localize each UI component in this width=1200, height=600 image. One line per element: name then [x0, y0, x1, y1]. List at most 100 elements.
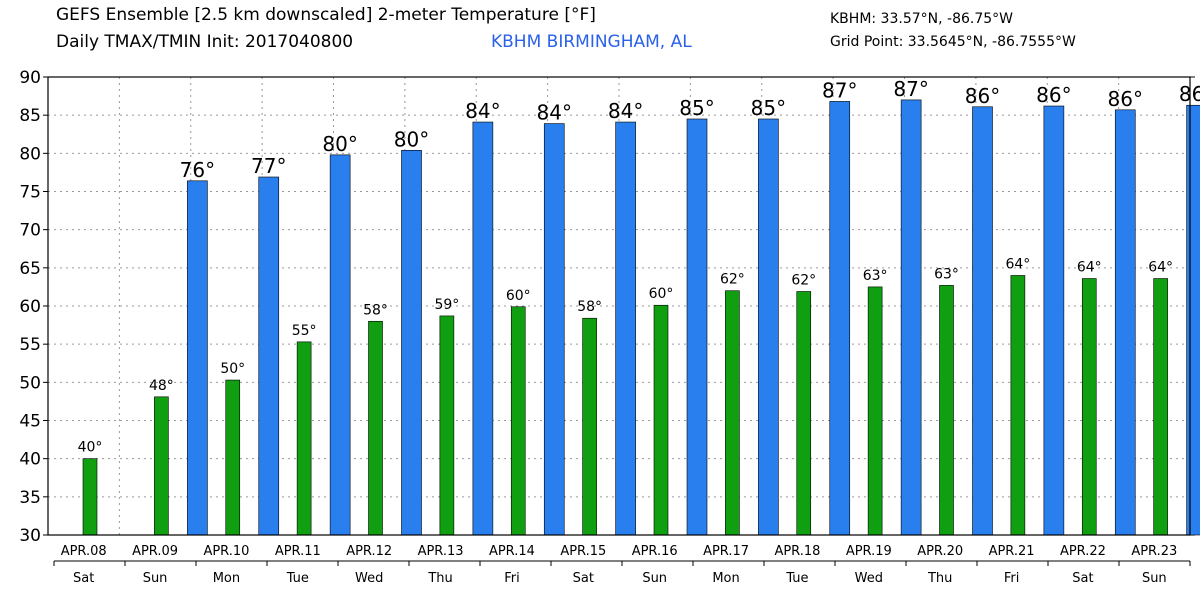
tmin-value-label: 40°	[78, 440, 103, 456]
x-date-label: APR.14	[489, 544, 535, 559]
tmax-value-label: 86°	[1036, 83, 1071, 107]
tmin-bar	[939, 285, 954, 536]
y-tick-label: 70	[19, 221, 41, 241]
x-weekday-label: Fri	[504, 571, 520, 586]
x-date-label: APR.16	[632, 544, 678, 559]
x-date-label: APR.22	[1060, 544, 1106, 559]
tmax-bar	[1186, 104, 1200, 536]
tmin-value-label: 62°	[720, 272, 745, 288]
x-weekday-label: Wed	[355, 571, 383, 586]
tmin-value-label: 60°	[649, 286, 674, 302]
tmin-bar	[510, 306, 526, 536]
tmax-value-label: 85°	[679, 96, 714, 120]
tmax-bar	[543, 123, 565, 536]
y-tick-label: 80	[19, 144, 41, 164]
x-weekday-label: Wed	[855, 571, 883, 586]
x-date-label: APR.10	[203, 544, 249, 559]
x-weekday-label: Sun	[143, 571, 168, 586]
tmax-value-label: 84°	[537, 101, 572, 125]
tmin-bar	[725, 290, 740, 536]
tmin-bar	[1153, 278, 1168, 536]
x-weekday-label: Sat	[1072, 571, 1093, 586]
tmax-value-label: 80°	[394, 127, 429, 151]
tmin-bar	[796, 291, 812, 536]
x-weekday-label: Sun	[642, 571, 667, 586]
plot-frame	[47, 76, 1191, 536]
x-date-label: APR.21	[989, 544, 1035, 559]
tmin-value-label: 63°	[934, 266, 959, 282]
tmax-bar	[401, 149, 422, 536]
tmin-bar	[368, 320, 383, 536]
tmax-value-label: 87°	[893, 77, 928, 101]
x-date-label: APR.11	[275, 544, 321, 559]
tmax-value-label: 84°	[465, 99, 500, 123]
x-date-label: APR.13	[418, 544, 464, 559]
tmax-value-label: 86°	[1108, 87, 1143, 111]
chart-title: GEFS Ensemble [2.5 km downscaled] 2-mete…	[56, 5, 596, 25]
x-date-label: APR.08	[61, 544, 107, 559]
tmin-value-label: 50°	[220, 361, 245, 377]
station-coordinates: KBHM: 33.57°N, -86.75°W	[830, 11, 1013, 27]
x-weekday-label: Fri	[1004, 571, 1020, 586]
tmin-bar	[154, 396, 169, 536]
x-date-label: APR.15	[560, 544, 606, 559]
x-weekday-label: Tue	[785, 571, 808, 586]
tmax-bar	[472, 121, 494, 536]
tmax-value-label: 77°	[251, 154, 286, 178]
y-tick-label: 30	[19, 526, 41, 546]
tmax-bar	[1043, 105, 1065, 536]
tmin-bar	[653, 304, 669, 536]
tmax-bar	[829, 101, 851, 536]
x-weekday-label: Tue	[286, 571, 309, 586]
tmax-value-label: 76°	[180, 158, 215, 182]
y-tick-label: 45	[19, 412, 41, 432]
tmax-bar	[329, 154, 351, 536]
x-weekday-label: Sat	[73, 571, 94, 586]
tmax-bar	[258, 176, 280, 536]
x-weekday-label: Sat	[573, 571, 594, 586]
x-date-label: APR.12	[346, 544, 392, 559]
tmin-value-label: 59°	[434, 297, 459, 313]
tmin-value-label: 62°	[791, 272, 816, 288]
y-tick-label: 90	[19, 68, 41, 88]
tmin-value-label: 64°	[1077, 260, 1102, 276]
y-tick-label: 65	[19, 259, 41, 279]
tmax-bar	[615, 121, 636, 536]
tmin-bar	[296, 341, 312, 536]
tmax-bar	[1114, 109, 1136, 536]
tmax-bar	[187, 180, 208, 536]
grid-point-coordinates: Grid Point: 33.5645°N, -86.7555°W	[830, 34, 1076, 50]
x-date-label: APR.17	[703, 544, 749, 559]
chart-subtitle-init: Daily TMAX/TMIN Init: 2017040800	[56, 32, 354, 52]
x-weekday-label: Thu	[427, 571, 452, 586]
x-weekday-label: Thu	[927, 571, 952, 586]
x-weekday-label: Mon	[712, 571, 739, 586]
tmax-value-label: 84°	[608, 99, 643, 123]
x-date-label: APR.23	[1131, 544, 1177, 559]
tmax-value-label: 85°	[751, 96, 786, 120]
y-tick-label: 55	[19, 335, 41, 355]
tmin-value-label: 64°	[1148, 260, 1173, 276]
y-tick-label: 50	[19, 373, 41, 393]
tmin-bar	[82, 458, 98, 536]
tmin-value-label: 64°	[1005, 256, 1030, 272]
x-date-label: APR.18	[774, 544, 820, 559]
tmax-bar	[972, 106, 993, 536]
tmin-value-label: 55°	[292, 323, 317, 339]
station-name: KBHM BIRMINGHAM, AL	[491, 32, 692, 52]
tmin-bar	[225, 379, 241, 536]
tmin-bar	[867, 286, 883, 536]
x-weekday-label: Mon	[213, 571, 240, 586]
x-date-label: APR.20	[917, 544, 963, 559]
y-tick-label: 85	[19, 106, 41, 126]
tmin-bar	[1010, 275, 1026, 536]
tmax-value-label: 86°	[965, 84, 1000, 108]
tmin-value-label: 58°	[577, 299, 602, 315]
y-tick-label: 75	[19, 183, 41, 203]
y-tick-label: 35	[19, 488, 41, 508]
x-date-label: APR.09	[132, 544, 178, 559]
tmin-value-label: 48°	[149, 378, 174, 394]
tmax-bar	[686, 118, 708, 536]
y-tick-label: 60	[19, 297, 41, 317]
